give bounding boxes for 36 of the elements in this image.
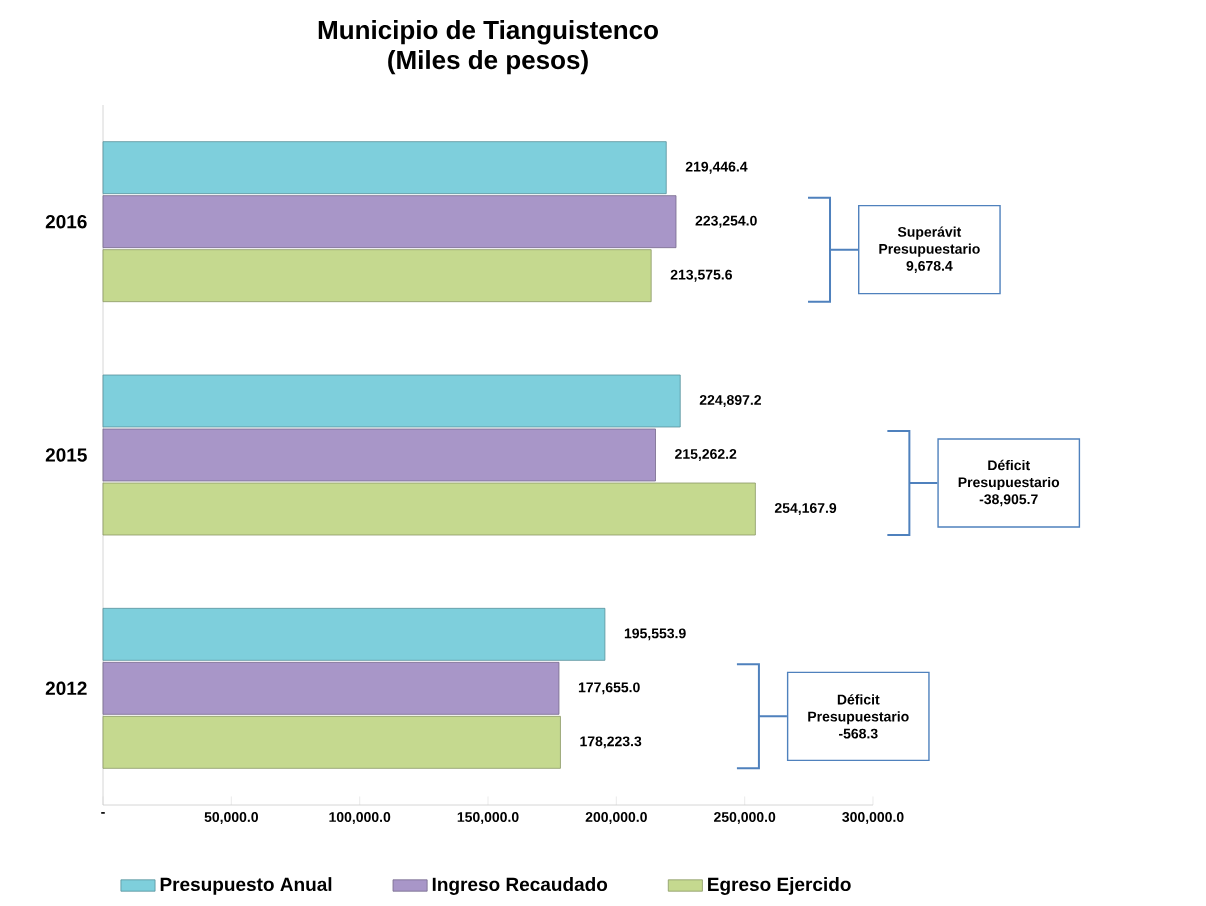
data-label: 215,262.2 xyxy=(675,449,737,461)
data-label: 177,655.0 xyxy=(578,682,640,695)
bar xyxy=(102,195,677,249)
bar xyxy=(102,374,681,428)
x-tick-label: 300,000.0 xyxy=(842,812,904,825)
y-tick-label: 2015 xyxy=(45,448,87,462)
data-label: 223,254.0 xyxy=(695,215,757,228)
data-label: 254,167.9 xyxy=(774,503,837,515)
x-tick-label: 250,000.0 xyxy=(713,812,776,825)
chart-title: Municipio de Tianguistenco xyxy=(318,20,658,45)
legend-label: Ingreso Recaudado xyxy=(432,877,608,895)
bar xyxy=(102,607,606,661)
annotation: Déficit Presupuestario -568.3 xyxy=(808,694,909,739)
bar xyxy=(102,141,667,195)
chart-subtitle: (Miles de pesos) xyxy=(388,50,588,75)
bar xyxy=(102,428,656,482)
x-tick-label: 50,000.0 xyxy=(204,812,258,825)
data-label: 213,575.6 xyxy=(670,269,733,282)
data-label: 219,446.4 xyxy=(685,161,748,174)
x-tick-label: - xyxy=(101,812,105,814)
x-tick-label: 150,000.0 xyxy=(457,812,519,825)
data-label: 195,553.9 xyxy=(624,628,686,641)
legend-label: Egreso Ejercido xyxy=(708,877,851,895)
text: Déficit Presupuestario -38,905.7 xyxy=(958,459,1060,507)
y-tick-label: 2012 xyxy=(45,681,87,696)
legend-label: Presupuesto Anual xyxy=(160,877,332,895)
data-label: 178,223.3 xyxy=(580,736,642,749)
data-label: 224,897.2 xyxy=(699,395,761,407)
y-tick-label: 2016 xyxy=(45,214,87,229)
bar xyxy=(102,482,756,536)
text: Superávit Presupuestario 9,678.4 xyxy=(879,226,980,273)
x-tick-label: 200,000.0 xyxy=(585,812,647,825)
bar xyxy=(102,249,652,303)
bar xyxy=(102,715,561,769)
x-tick-label: 100,000.0 xyxy=(329,812,391,825)
bar xyxy=(102,661,560,715)
